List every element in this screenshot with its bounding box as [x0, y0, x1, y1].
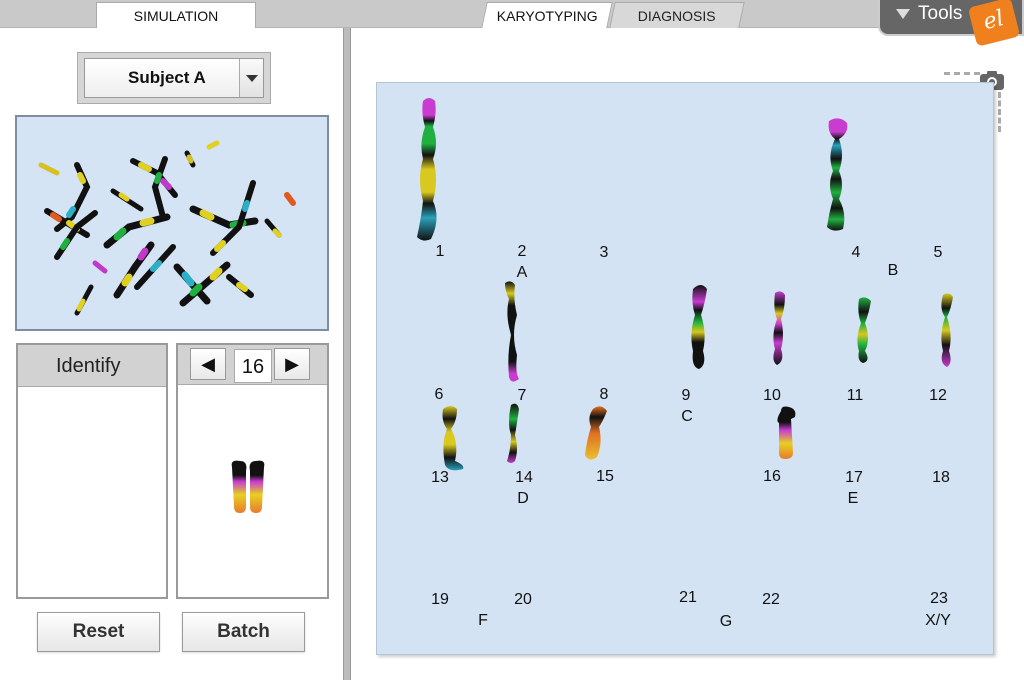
placed-chromosomes	[417, 98, 953, 471]
slot-number: 8	[599, 386, 609, 403]
reset-button[interactable]: Reset	[37, 612, 160, 652]
triangle-right-icon: ▶	[285, 354, 299, 374]
slot-number: 5	[933, 244, 943, 261]
chromosome-viewer-panel: ◀ 16 ▶	[176, 343, 329, 599]
slot-number: 3	[599, 244, 609, 261]
group-label: B	[887, 262, 899, 279]
subject-dropdown[interactable]: Subject A	[84, 58, 264, 98]
chromosome-15[interactable]	[585, 406, 607, 460]
tab-karyotyping[interactable]: KARYOTYPING	[481, 2, 613, 28]
chromosome-14[interactable]	[507, 403, 519, 463]
slot-number: 6	[434, 386, 444, 403]
batch-button[interactable]: Batch	[182, 612, 305, 652]
slot-number: 22	[762, 591, 780, 608]
group-label: E	[847, 490, 859, 507]
chromosome-1[interactable]	[417, 98, 437, 241]
slot-number: 23	[930, 590, 948, 607]
explorelearning-logo: el	[967, 0, 1021, 47]
group-label: D	[517, 490, 529, 507]
slot-number: 11	[846, 387, 864, 404]
slot-number: 4	[851, 244, 861, 261]
slot-number: 10	[763, 387, 781, 404]
tab-diagnosis-label: DIAGNOSIS	[637, 8, 716, 24]
chromosome-10[interactable]	[773, 291, 785, 365]
slot-number: 18	[932, 469, 950, 486]
chromosome-4[interactable]	[827, 118, 848, 231]
camera-dash-line	[944, 72, 980, 75]
tools-label: Tools	[918, 3, 963, 24]
tab-diagnosis[interactable]: DIAGNOSIS	[609, 2, 745, 28]
chromosome-12[interactable]	[941, 293, 953, 367]
slot-number: 9	[681, 387, 691, 404]
chromosome-9[interactable]	[691, 285, 707, 369]
slot-number: 19	[431, 591, 449, 608]
selected-chromosome-pair[interactable]	[178, 385, 327, 595]
top-bar: SIMULATION KARYOTYPING DIAGNOSIS	[0, 0, 1024, 28]
triangle-left-icon: ◀	[201, 354, 215, 374]
panel-divider	[343, 28, 351, 680]
chromosome-16[interactable]	[777, 406, 796, 460]
slot-number: 15	[596, 468, 614, 485]
slot-number: 7	[517, 387, 527, 404]
chromosome-13[interactable]	[442, 406, 464, 471]
chromosome-navigator: ◀ 16 ▶	[178, 345, 327, 385]
chromosome-number-field[interactable]: 16	[234, 349, 272, 383]
karyotype-board[interactable]: 1 2 3 4 5 A B 6 7 8 9 10 11 12 C 13 14 1…	[376, 82, 994, 655]
slot-number: 1	[435, 243, 445, 260]
subject-selector-frame: Subject A	[77, 52, 271, 104]
group-label: X/Y	[925, 612, 951, 629]
slot-number: 14	[515, 469, 533, 486]
subject-selected-value: Subject A	[128, 68, 206, 87]
group-label: G	[719, 613, 733, 630]
cell-chromosome-spread	[15, 115, 329, 331]
tab-simulation[interactable]: SIMULATION	[96, 2, 256, 28]
tab-karyotyping-label: KARYOTYPING	[496, 8, 598, 24]
slot-number: 12	[929, 387, 947, 404]
triangle-down-icon	[896, 8, 910, 19]
next-chromosome-button[interactable]: ▶	[274, 348, 310, 380]
group-label: F	[478, 612, 488, 629]
chromosome-11[interactable]	[857, 297, 871, 363]
camera-dash-line-vertical	[998, 92, 1001, 132]
chevron-down-icon[interactable]	[239, 59, 263, 97]
chromosome-spread-image	[38, 140, 296, 316]
slot-number: 17	[845, 469, 863, 486]
group-label: A	[516, 264, 528, 281]
group-label: C	[681, 408, 693, 425]
slot-number: 16	[763, 468, 781, 485]
previous-chromosome-button[interactable]: ◀	[190, 348, 226, 380]
chromosome-7[interactable]	[505, 281, 519, 382]
identify-panel: Identify	[16, 343, 168, 599]
slot-number: 13	[431, 469, 449, 486]
slot-number: 20	[514, 591, 532, 608]
slot-number: 21	[679, 589, 697, 606]
identify-title: Identify	[18, 345, 166, 387]
slot-number: 2	[517, 243, 527, 260]
